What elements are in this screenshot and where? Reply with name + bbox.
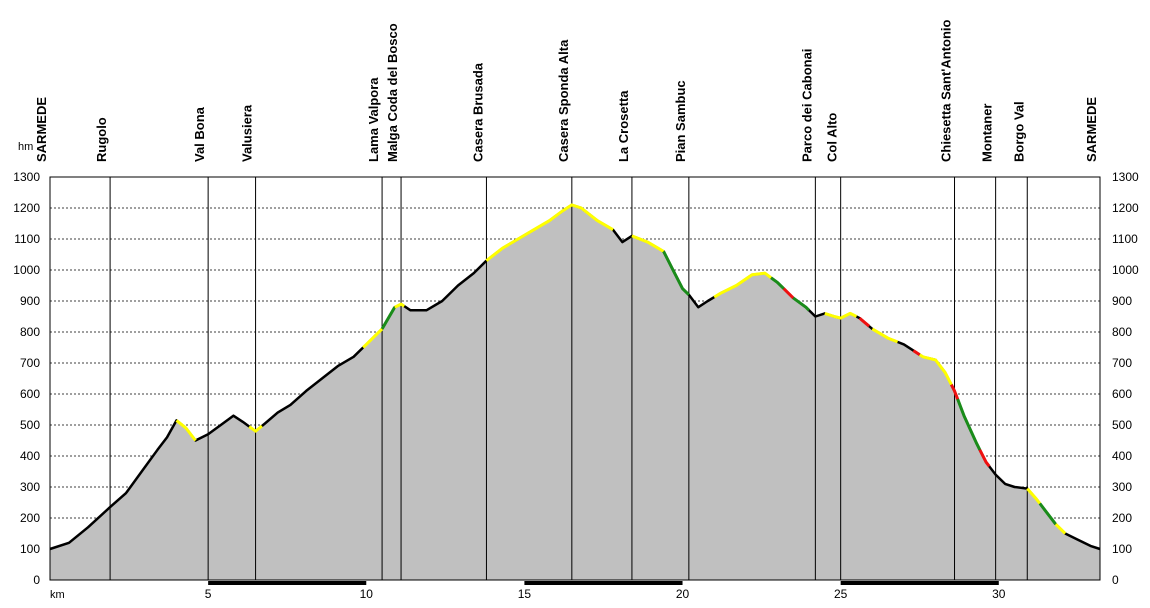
elevation-profile-line [49, 203, 1101, 551]
slope-segment-gentle [485, 203, 614, 262]
x-tick-label: 15 [518, 587, 532, 601]
slope-segment-steep [950, 384, 960, 400]
elevation-fill [50, 204, 1100, 580]
slope-segment-moderate [1038, 502, 1057, 526]
x-axis-unit-label: km [50, 589, 65, 601]
waypoint-label: SARMEDE [34, 97, 49, 162]
waypoint-label: Borgo Val [1011, 101, 1026, 162]
y-tick-label-left: 700 [20, 356, 40, 370]
x-tick-label: 30 [992, 587, 1006, 601]
y-tick-label-right: 700 [1112, 356, 1132, 370]
waypoint-label: Malga Coda del Bosco [385, 23, 400, 162]
y-tick-label-left: 500 [20, 418, 40, 432]
y-tick-label-left: 800 [20, 325, 40, 339]
y-tick-label-left: 1300 [13, 170, 40, 184]
waypoint-label: Col Alto [825, 113, 840, 162]
waypoint-label: Casera Sponda Alta [556, 39, 571, 162]
y-tick-label-left: 1000 [13, 263, 40, 277]
distance-band [524, 581, 683, 585]
waypoint-label: La Crosetta [616, 90, 631, 162]
y-tick-label-right: 0 [1112, 573, 1119, 587]
x-tick-label: 25 [834, 587, 848, 601]
y-tick-label-right: 1000 [1112, 263, 1139, 277]
slope-segment-gentle [918, 353, 953, 386]
slope-segment-gentle [1026, 487, 1042, 505]
y-tick-label-right: 1100 [1112, 232, 1138, 246]
waypoint-label: Val Bona [192, 106, 207, 162]
y-tick-label-left: 0 [33, 573, 40, 587]
slope-segment-steep [782, 287, 795, 299]
x-tick-label: 10 [360, 587, 374, 601]
axes: 0 0 100 100 200 200 300 300 400 400 500 500 600 600 70… [13, 170, 1139, 601]
slope-segment-gentle [1054, 523, 1067, 535]
waypoint-label: Casera Brusada [470, 62, 485, 162]
slope-segment-steep [978, 449, 991, 468]
y-tick-label-left: 400 [20, 449, 40, 463]
y-tick-label-left: 900 [20, 294, 40, 308]
y-tick-label-right: 200 [1112, 511, 1132, 525]
slope-segment-moderate [662, 250, 690, 296]
waypoint-label: Montaner [980, 103, 995, 162]
y-tick-label-left: 1200 [13, 201, 40, 215]
y-tick-label-right: 1300 [1112, 170, 1139, 184]
y-tick-label-right: 600 [1112, 387, 1132, 401]
slope-segment-gentle [175, 419, 197, 442]
slope-segment-moderate [956, 398, 982, 451]
slope-segment-moderate [792, 296, 811, 312]
y-tick-label-right: 300 [1112, 480, 1132, 494]
y-tick-label-left: 300 [20, 480, 40, 494]
slope-segment-gentle [871, 327, 899, 344]
y-tick-label-left: 600 [20, 387, 40, 401]
waypoint-label: Valusiera [240, 104, 255, 162]
slope-segment-gentle [394, 302, 406, 309]
waypoint-label: Parco dei Cabonai [799, 49, 814, 162]
y-tick-label-right: 1200 [1112, 201, 1139, 215]
x-tick-label: 5 [205, 587, 212, 601]
elevation-area [50, 204, 1100, 580]
slope-segment-gentle [631, 234, 665, 253]
y-tick-label-left: 100 [20, 542, 40, 556]
slope-segment-steep [858, 316, 871, 328]
waypoint-label: SARMEDE [1084, 97, 1099, 162]
slope-segment-gentle [824, 311, 858, 320]
waypoint-label: Pian Sambuc [673, 80, 688, 162]
waypoint-label: Chiesetta Sant'Antonio [939, 19, 954, 162]
plot-frame [49, 176, 1101, 581]
slope-segment-moderate [380, 306, 396, 330]
waypoint-label: Lama Valpora [366, 77, 381, 162]
slope-segment-gentle [248, 424, 263, 433]
y-tick-label-right: 500 [1112, 418, 1132, 432]
slope-segment-steep [912, 349, 921, 356]
y-tick-label-left: 1100 [14, 232, 40, 246]
x-tick-label: 20 [676, 587, 690, 601]
distance-band [208, 581, 367, 585]
slope-segment-gentle [362, 327, 384, 349]
distance-band [840, 581, 999, 585]
y-tick-label-right: 400 [1112, 449, 1132, 463]
y-tick-label-right: 800 [1112, 325, 1132, 339]
y-tick-label-right: 900 [1112, 294, 1132, 308]
y-tick-label-left: 200 [20, 511, 40, 525]
slope-segment-gentle [713, 271, 772, 299]
y-axis-unit-label: hm [18, 141, 33, 153]
waypoint-label: Rugolo [94, 117, 109, 162]
y-tick-label-right: 100 [1112, 542, 1132, 556]
slope-segment-moderate [770, 276, 785, 290]
